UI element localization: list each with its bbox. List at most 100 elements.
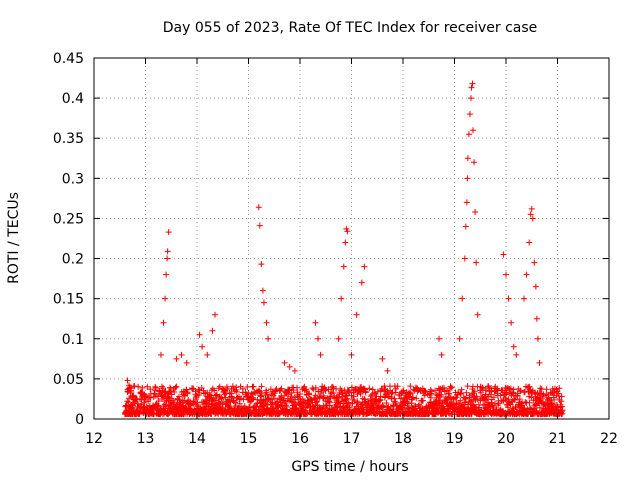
- data-point: [204, 351, 211, 358]
- data-point: [173, 355, 180, 362]
- data-point: [383, 399, 390, 406]
- data-point: [306, 391, 313, 398]
- data-point: [558, 393, 565, 400]
- data-point: [345, 402, 352, 409]
- data-point: [379, 402, 386, 409]
- data-point: [536, 404, 543, 411]
- x-tick-label: 12: [85, 431, 103, 447]
- y-tick-label: 0.4: [62, 91, 84, 107]
- data-point: [409, 394, 416, 401]
- data-point: [510, 396, 517, 403]
- data-point: [322, 387, 329, 394]
- data-point: [345, 388, 352, 395]
- data-point: [193, 392, 200, 399]
- data-point: [333, 404, 340, 411]
- data-point: [462, 223, 469, 230]
- data-point: [158, 383, 165, 390]
- data-point: [169, 397, 176, 404]
- data-point: [340, 263, 347, 270]
- data-point: [342, 239, 349, 246]
- data-point: [167, 384, 174, 391]
- data-point: [447, 383, 454, 390]
- data-point: [288, 393, 295, 400]
- data-point: [522, 398, 529, 405]
- data-point: [500, 251, 507, 258]
- data-point: [348, 351, 355, 358]
- data-point: [281, 359, 288, 366]
- x-tick-label: 21: [549, 431, 567, 447]
- data-point: [259, 287, 266, 294]
- data-point: [479, 386, 486, 393]
- data-point: [189, 386, 196, 393]
- data-point: [464, 175, 471, 182]
- data-point: [297, 390, 303, 397]
- data-point: [533, 315, 540, 322]
- x-axis-title: GPS time / hours: [291, 459, 408, 475]
- data-point: [196, 331, 203, 338]
- data-point: [458, 386, 465, 393]
- data-point: [258, 390, 265, 397]
- data-point: [255, 204, 262, 211]
- data-point: [537, 397, 544, 404]
- data-point: [380, 403, 387, 410]
- data-point: [171, 388, 178, 395]
- data-point: [145, 398, 152, 405]
- data-point: [181, 397, 188, 404]
- data-point: [286, 363, 293, 370]
- data-point: [183, 359, 190, 366]
- data-point: [528, 205, 535, 212]
- data-point: [138, 396, 145, 403]
- data-point: [258, 383, 265, 390]
- data-point: [507, 401, 514, 408]
- data-point: [128, 387, 135, 394]
- data-point: [464, 155, 471, 162]
- data-point: [312, 384, 319, 391]
- data-point: [529, 215, 536, 222]
- data-point: [239, 385, 246, 392]
- data-point: [428, 388, 435, 395]
- data-point: [256, 222, 263, 229]
- y-tick-label: 0.1: [62, 332, 84, 348]
- data-point: [212, 311, 219, 318]
- data-point: [338, 295, 345, 302]
- data-point: [230, 398, 237, 405]
- data-point: [432, 387, 439, 394]
- data-point: [312, 319, 319, 326]
- y-tick-label: 0: [75, 412, 84, 428]
- data-point: [548, 400, 555, 407]
- data-point: [537, 396, 544, 403]
- data-point: [229, 394, 236, 401]
- data-point: [521, 295, 528, 302]
- data-point: [532, 401, 539, 408]
- y-tick-label: 0.2: [62, 252, 84, 268]
- data-point: [233, 388, 240, 395]
- data-point: [448, 384, 455, 391]
- data-point: [407, 383, 414, 390]
- data-point: [306, 403, 313, 410]
- data-point: [255, 387, 262, 394]
- data-point: [315, 335, 322, 342]
- x-tick-label: 16: [291, 431, 309, 447]
- data-point: [436, 335, 443, 342]
- data-point: [438, 391, 445, 398]
- data-point: [237, 395, 244, 402]
- data-point: [470, 127, 477, 134]
- data-point: [343, 392, 350, 399]
- data-point: [362, 389, 369, 396]
- data-point: [474, 311, 481, 318]
- data-point: [264, 391, 271, 398]
- data-point: [175, 393, 182, 400]
- data-point: [358, 279, 365, 286]
- data-point: [171, 399, 178, 406]
- data-point: [471, 388, 478, 395]
- data-point: [315, 388, 322, 395]
- data-point: [282, 398, 289, 405]
- data-point: [272, 388, 279, 395]
- data-point: [126, 395, 133, 402]
- data-point: [265, 335, 272, 342]
- data-point: [526, 399, 533, 406]
- data-point: [517, 388, 524, 395]
- data-point: [354, 399, 361, 406]
- x-tick-label: 20: [497, 431, 515, 447]
